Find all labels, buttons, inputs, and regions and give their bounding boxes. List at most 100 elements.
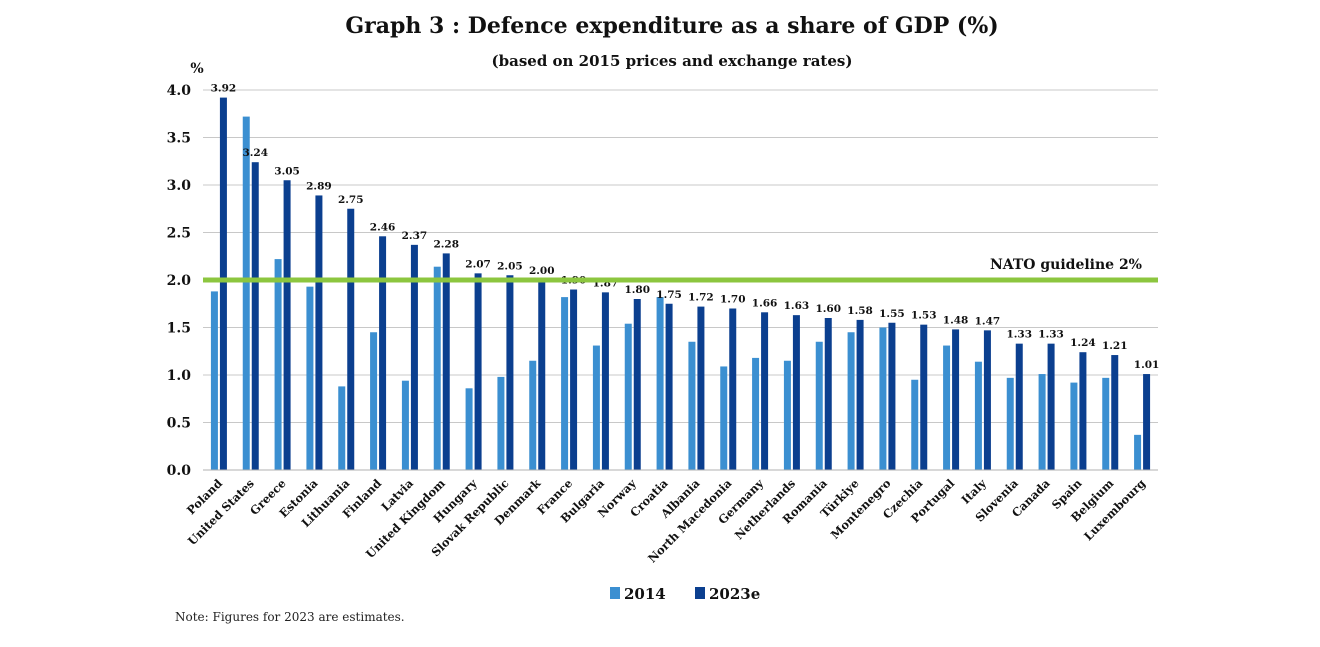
- data-label: 2.00: [529, 265, 555, 277]
- y-axis-ticks: 0.0 0.5 1.0 1.5 2.0 2.5 3.0 3.5 4.0: [167, 83, 192, 479]
- data-label: 3.92: [211, 83, 237, 95]
- data-label: 3.05: [274, 165, 300, 177]
- bar-2014-montenegro: [879, 327, 887, 470]
- bar-2023e-lithuania: [347, 208, 355, 470]
- y-tick-label: 0.0: [167, 463, 192, 479]
- bar-2023e-germany: [761, 312, 769, 470]
- bar-2023e-türkiye: [856, 319, 864, 470]
- bar-2014-albania: [688, 341, 696, 470]
- data-labels: 3.92 3.24 3.05 2.89 2.75 2.46 2.37 2.28 2.07 2.05…: [211, 83, 1160, 371]
- bar-2023e-montenegro: [888, 322, 896, 470]
- y-tick-label: 2.5: [167, 226, 191, 242]
- bar-2023e-hungary: [474, 273, 482, 470]
- bar-2023e-canada: [1047, 343, 1055, 470]
- bar-2014-hungary: [465, 388, 473, 470]
- data-label: 2.07: [465, 258, 491, 270]
- y-axis-unit-label: %: [190, 61, 203, 77]
- bar-2023e-bulgaria: [601, 292, 609, 470]
- bar-2023e-netherlands: [792, 315, 800, 470]
- bar-2023e-united-kingdom: [442, 253, 450, 470]
- data-label: 1.53: [911, 310, 937, 322]
- data-label: 1.75: [656, 289, 682, 301]
- chart-subtitle: (based on 2015 prices and exchange rates…: [492, 52, 853, 70]
- legend: 2014 2023e: [610, 585, 760, 603]
- y-tick-label: 1.0: [167, 368, 192, 384]
- data-label: 3.24: [242, 147, 268, 159]
- data-label: 1.48: [943, 314, 969, 326]
- legend-swatch-2023e: [695, 587, 705, 599]
- bar-2023e-norway: [633, 299, 641, 470]
- data-label: 2.37: [402, 230, 428, 242]
- bar-2014-norway: [624, 323, 632, 470]
- bar-2014-lithuania: [338, 386, 346, 470]
- data-label: 1.80: [624, 284, 650, 296]
- bar-2023e-spain: [1079, 352, 1087, 470]
- bar-2014-canada: [1038, 374, 1046, 470]
- bar-2023e-france: [570, 289, 578, 470]
- y-tick-label: 3.5: [167, 131, 191, 147]
- y-tick-label: 3.0: [167, 178, 192, 194]
- bar-2014-latvia: [401, 380, 409, 470]
- bar-2014-slovak-republic: [497, 376, 505, 470]
- data-label: 1.66: [752, 297, 778, 309]
- y-tick-label: 4.0: [167, 83, 192, 99]
- data-label: 1.47: [975, 315, 1001, 327]
- bar-2014-luxembourg: [1134, 434, 1142, 470]
- data-label: 1.21: [1102, 340, 1128, 352]
- chart-title: Graph 3 : Defence expenditure as a share…: [345, 13, 998, 39]
- bar-2014-france: [561, 297, 569, 470]
- bar-2014-spain: [1070, 382, 1078, 470]
- data-label: 1.60: [815, 303, 841, 315]
- data-label: 2.75: [338, 194, 364, 206]
- legend-swatch-2014: [610, 587, 620, 599]
- legend-label-2023e: 2023e: [709, 585, 760, 603]
- bar-2023e-belgium: [1111, 355, 1119, 470]
- bar-series: [210, 97, 1151, 470]
- bar-2014-portugal: [943, 345, 951, 470]
- bar-2023e-poland: [219, 97, 227, 470]
- nato-guideline-label: NATO guideline 2%: [990, 257, 1142, 273]
- bar-2023e-slovak-republic: [506, 275, 514, 470]
- bar-2014-germany: [752, 357, 760, 470]
- y-tick-label: 0.5: [167, 416, 191, 432]
- data-label: 1.33: [1038, 329, 1064, 341]
- y-tick-label: 2.0: [167, 273, 192, 289]
- bar-2014-croatia: [656, 297, 664, 470]
- data-label: 2.05: [497, 260, 523, 272]
- data-label: 1.55: [879, 308, 905, 320]
- data-label: 1.63: [784, 300, 810, 312]
- bar-2023e-greece: [283, 180, 291, 470]
- bar-2014-türkiye: [847, 332, 855, 470]
- bar-2023e-united-states: [251, 162, 259, 470]
- data-label: 1.24: [1070, 337, 1096, 349]
- bar-2014-denmark: [529, 360, 537, 470]
- bar-2014-greece: [274, 259, 282, 470]
- bar-2023e-denmark: [538, 280, 546, 470]
- bar-2023e-romania: [824, 318, 832, 470]
- data-label: 1.70: [720, 294, 746, 306]
- bar-2014-slovenia: [1006, 377, 1014, 470]
- y-tick-label: 1.5: [167, 321, 191, 337]
- bar-2014-estonia: [306, 286, 314, 470]
- bar-2014-netherlands: [783, 360, 791, 470]
- bar-2023e-albania: [697, 306, 705, 470]
- data-label: 1.72: [688, 292, 714, 304]
- data-label: 1.58: [847, 305, 873, 317]
- bar-2014-bulgaria: [592, 345, 600, 470]
- data-label: 2.46: [370, 221, 396, 233]
- bar-2023e-finland: [379, 236, 387, 470]
- bar-2014-poland: [210, 291, 218, 470]
- bar-2023e-luxembourg: [1143, 374, 1151, 470]
- chart-note: Note: Figures for 2023 are estimates.: [175, 610, 405, 624]
- bar-2014-finland: [370, 332, 378, 470]
- bar-2014-united-kingdom: [433, 266, 441, 470]
- bar-2014-north-macedonia: [720, 366, 728, 470]
- data-label: 1.01: [1134, 359, 1160, 371]
- bar-2014-romania: [815, 341, 823, 470]
- bar-2014-czechia: [911, 379, 919, 470]
- data-label: 1.33: [1006, 329, 1032, 341]
- bar-2023e-north-macedonia: [729, 308, 737, 470]
- bar-2023e-czechia: [920, 324, 928, 470]
